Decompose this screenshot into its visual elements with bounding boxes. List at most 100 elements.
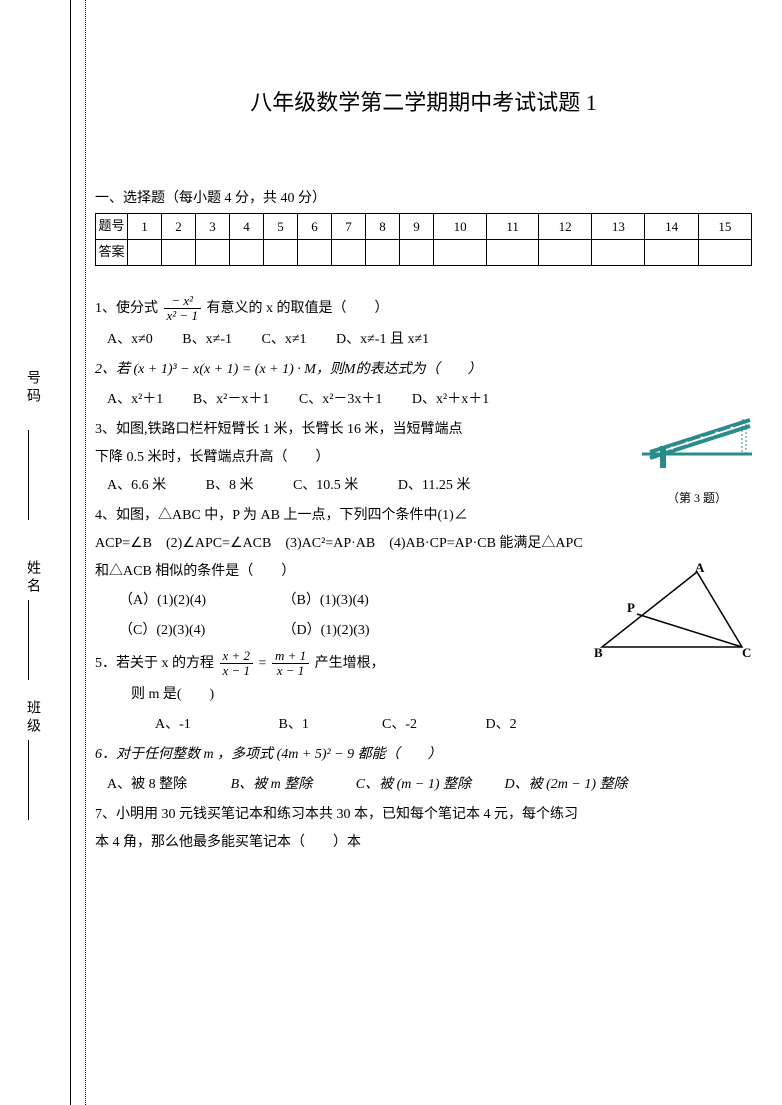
question-4: 4、如图，△ABC 中，P 为 AB 上一点，下列四个条件中(1)∠ ACP=∠…	[95, 502, 752, 648]
col-13: 13	[592, 214, 645, 240]
ans-cell[interactable]	[592, 240, 645, 266]
col-5: 5	[264, 214, 298, 240]
q4-opt-c: （C）(2)(3)(4)	[119, 616, 279, 647]
q5-frac2-den: x − 1	[272, 664, 309, 678]
q5-pre: 5．若关于 x 的方程	[95, 656, 214, 671]
question-2: 2、若 (x + 1)³ − x(x + 1) = (x + 1) · M，则M…	[95, 356, 752, 384]
q2-opt-c: C、x²－3x＋1	[299, 386, 383, 414]
col-15: 15	[698, 214, 751, 240]
triangle-icon: A B C P	[592, 562, 752, 662]
question-3: 3、如图,铁路口栏杆短臂长 1 米，长臂长 16 米，当短臂端点 下降 0.5 …	[95, 416, 752, 500]
ans-cell[interactable]	[434, 240, 487, 266]
q1-frac-den: x² − 1	[164, 309, 201, 323]
side-label-class-text: 班级	[25, 700, 40, 736]
col-7: 7	[332, 214, 366, 240]
ans-cell[interactable]	[230, 240, 264, 266]
q3-opt-b: B、8 米	[206, 472, 254, 500]
q3-opt-a: A、6.6 米	[107, 472, 166, 500]
q6-opt-b: B、被 m 整除	[231, 771, 313, 799]
side-label-name: 姓名	[22, 560, 42, 596]
q4-label-a: A	[695, 562, 705, 575]
q5-opt-a: A、-1	[155, 711, 275, 739]
ans-cell[interactable]	[332, 240, 366, 266]
side-underline-3	[28, 740, 29, 820]
q3-text-2: 下降 0.5 米时，长臂端点升高（ ）	[95, 444, 625, 472]
question-1: 1、使分式 − x² x² − 1 有意义的 x 的取值是（ ）	[95, 294, 752, 324]
ans-cell[interactable]	[196, 240, 230, 266]
col-10: 10	[434, 214, 487, 240]
q2-options: A、x²＋1 B、x²－x＋1 C、x²－3x＋1 D、x²＋x＋1	[95, 386, 752, 414]
question-7: 7、小明用 30 元钱买笔记本和练习本共 30 本，已知每个笔记本 4 元，每个…	[95, 801, 752, 857]
row-label-number: 题号	[96, 214, 128, 240]
ans-cell[interactable]	[162, 240, 196, 266]
page-content: 八年级数学第二学期期中考试试题 1 一、选择题（每小题 4 分，共 40 分） …	[95, 85, 752, 859]
q4-opt-d: （D）(1)(2)(3)	[283, 623, 370, 638]
q7-text-1: 7、小明用 30 元钱买笔记本和练习本共 30 本，已知每个笔记本 4 元，每个…	[95, 801, 752, 829]
side-label-code-text: 号码	[25, 370, 40, 406]
q5-eq: =	[259, 656, 270, 671]
q6-text: 6．对于任何整数 m ，多项式 (4m + 5)² − 9 都能（ ）	[95, 747, 442, 762]
ans-cell[interactable]	[539, 240, 592, 266]
ans-cell[interactable]	[264, 240, 298, 266]
q1-opt-a: A、x≠0	[107, 326, 153, 354]
q1-opt-d: D、x≠-1 且 x≠1	[336, 326, 429, 354]
question-6: 6．对于任何整数 m ，多项式 (4m + 5)² − 9 都能（ ）	[95, 741, 752, 769]
q5-opt-b: B、1	[279, 711, 379, 739]
q6-options: A、被 8 整除 B、被 m 整除 C、被 (m − 1) 整除 D、被 (2m…	[95, 771, 752, 799]
ans-cell[interactable]	[698, 240, 751, 266]
q1-opt-b: B、x≠-1	[182, 326, 232, 354]
ans-cell[interactable]	[645, 240, 698, 266]
table-row-header: 题号 1 2 3 4 5 6 7 8 9 10 11 12 13 14 15	[96, 214, 752, 240]
answer-table: 题号 1 2 3 4 5 6 7 8 9 10 11 12 13 14 15 答…	[95, 213, 752, 266]
q3-figure: （第 3 题）	[642, 416, 752, 510]
col-3: 3	[196, 214, 230, 240]
q7-text-2: 本 4 角，那么他最多能买笔记本（ ）本	[95, 829, 752, 857]
col-8: 8	[366, 214, 400, 240]
question-5: 5．若关于 x 的方程 x + 2 x − 1 = m + 1 x − 1 产生…	[95, 649, 752, 679]
ans-cell[interactable]	[298, 240, 332, 266]
q3-opt-c: C、10.5 米	[293, 472, 358, 500]
page-title: 八年级数学第二学期期中考试试题 1	[95, 85, 752, 117]
ans-cell[interactable]	[487, 240, 539, 266]
q2-opt-a: A、x²＋1	[107, 386, 163, 414]
side-underline-1	[28, 430, 29, 520]
q1-options: A、x≠0 B、x≠-1 C、x≠1 D、x≠-1 且 x≠1	[95, 326, 752, 354]
margin-line-solid	[70, 0, 71, 1105]
q5-frac2: m + 1 x − 1	[272, 649, 309, 679]
side-label-class: 班级	[22, 700, 42, 796]
q2-text: 2、若 (x + 1)³ − x(x + 1) = (x + 1) · M，则M…	[95, 362, 482, 377]
ans-cell[interactable]	[366, 240, 400, 266]
q3-opt-d: D、11.25 米	[398, 472, 471, 500]
ans-cell[interactable]	[128, 240, 162, 266]
q5-frac1-num: x + 2	[220, 649, 254, 664]
table-row-answers: 答案	[96, 240, 752, 266]
q4-text-1: 4、如图，△ABC 中，P 为 AB 上一点，下列四个条件中(1)∠	[95, 502, 752, 530]
q1-pre: 1、使分式	[95, 301, 158, 316]
q5-line2: 则 m 是( )	[95, 681, 752, 709]
col-1: 1	[128, 214, 162, 240]
q6-opt-d: D、被 (2m − 1) 整除	[505, 771, 628, 799]
col-9: 9	[400, 214, 434, 240]
row-label-answer: 答案	[96, 240, 128, 266]
side-label-code: 号码	[22, 370, 42, 406]
q5-post: 产生增根，	[315, 656, 385, 671]
col-11: 11	[487, 214, 539, 240]
q4-label-p: P	[627, 600, 635, 615]
col-12: 12	[539, 214, 592, 240]
col-6: 6	[298, 214, 332, 240]
q2-opt-b: B、x²－x＋1	[193, 386, 270, 414]
q6-opt-a: A、被 8 整除	[107, 771, 187, 799]
q1-post: 有意义的 x 的取值是（ ）	[206, 301, 388, 316]
q5-frac1: x + 2 x − 1	[220, 649, 254, 679]
q1-opt-c: C、x≠1	[261, 326, 306, 354]
col-14: 14	[645, 214, 698, 240]
side-label-name-text: 姓名	[25, 560, 40, 596]
q4-opt-a: （A）(1)(2)(4)	[119, 586, 279, 617]
side-underline-2	[28, 600, 29, 680]
q4-opt-b: （B）(1)(3)(4)	[283, 593, 369, 608]
q6-opt-c: C、被 (m − 1) 整除	[356, 771, 471, 799]
q5-opt-c: C、-2	[382, 711, 482, 739]
q1-frac-num: − x²	[164, 294, 201, 309]
q5-frac2-num: m + 1	[272, 649, 309, 664]
ans-cell[interactable]	[400, 240, 434, 266]
